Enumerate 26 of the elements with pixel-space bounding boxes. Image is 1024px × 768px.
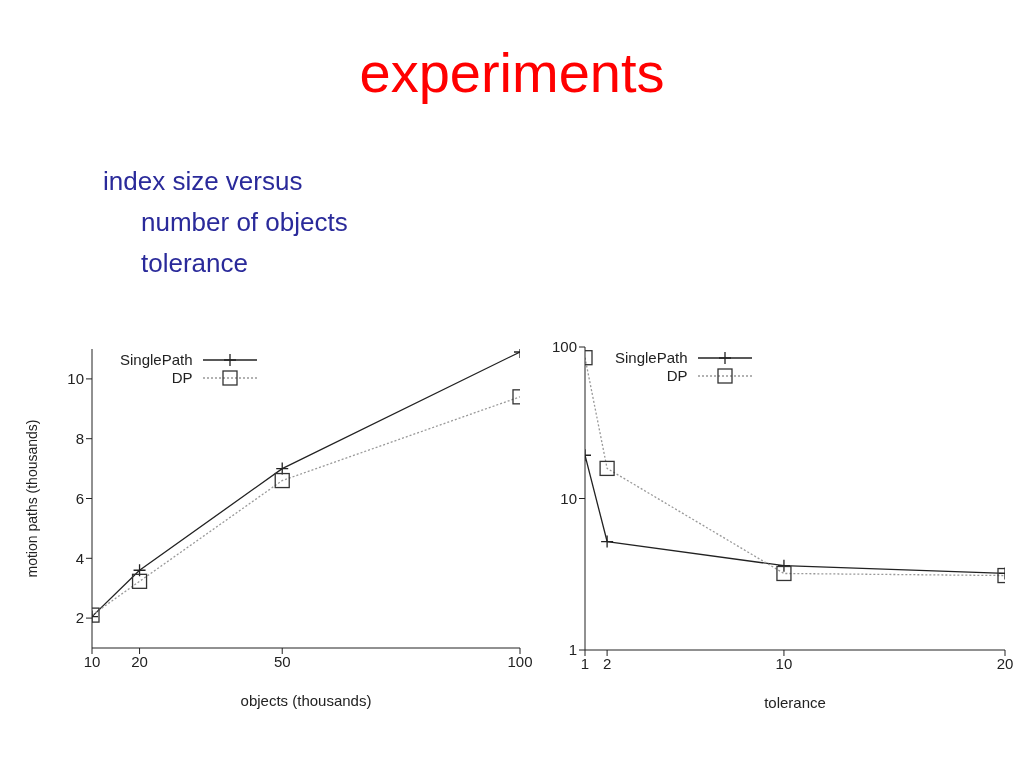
y-tick-label: 100 xyxy=(551,338,577,356)
y-tick-label: 10 xyxy=(560,489,577,507)
chart-title: experiments xyxy=(358,40,666,105)
y-tick-label: 10 xyxy=(67,370,84,388)
y-tick-label: 1 xyxy=(568,641,577,659)
y-tick-label: 4 xyxy=(75,549,84,567)
x-tick-label: 50 xyxy=(273,652,291,670)
legend-label: DP xyxy=(171,369,193,387)
x-tick-label: 1 xyxy=(580,654,590,672)
y-axis-title: motion paths (thousands) xyxy=(24,419,40,578)
text: tolerance xyxy=(141,248,248,279)
y-tick-label: 6 xyxy=(75,489,84,507)
y-tick-label: 2 xyxy=(75,609,84,627)
x-tick-label: 20 xyxy=(996,654,1014,672)
x-axis-title: tolerance xyxy=(764,694,826,711)
x-tick-label: 2 xyxy=(602,654,612,672)
x-tick-label: 10 xyxy=(775,654,793,672)
x-tick-label: 100 xyxy=(507,652,533,670)
text: index size versus xyxy=(103,166,303,197)
legend-label: DP xyxy=(666,367,688,385)
x-tick-label: 20 xyxy=(131,652,148,670)
text: number of objects xyxy=(141,207,348,238)
y-tick-label: 8 xyxy=(75,430,84,448)
x-axis-title: objects (thousands) xyxy=(240,692,372,709)
legend-label: SinglePath xyxy=(120,351,193,369)
legend-label: SinglePath xyxy=(615,349,688,367)
